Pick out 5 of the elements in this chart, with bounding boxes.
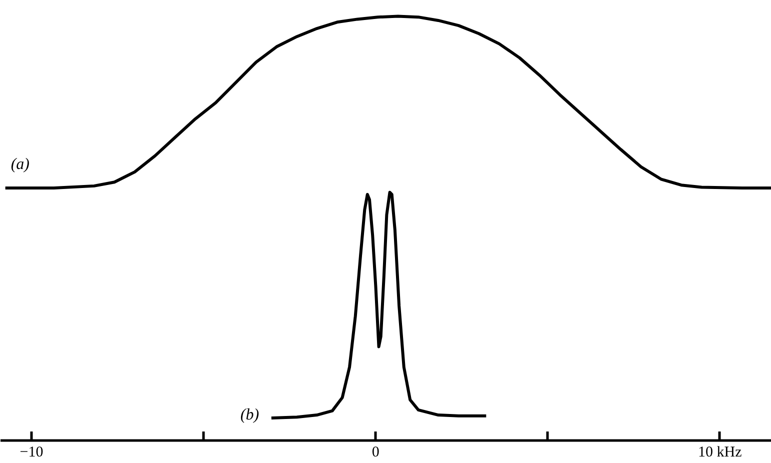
x-tick-label: 10 kHz [698, 444, 742, 460]
series-label: (b) [240, 406, 260, 424]
series-label: (a) [10, 156, 30, 174]
x-tick-label: 0 [372, 444, 380, 460]
x-tick-label: −10 [20, 444, 44, 460]
